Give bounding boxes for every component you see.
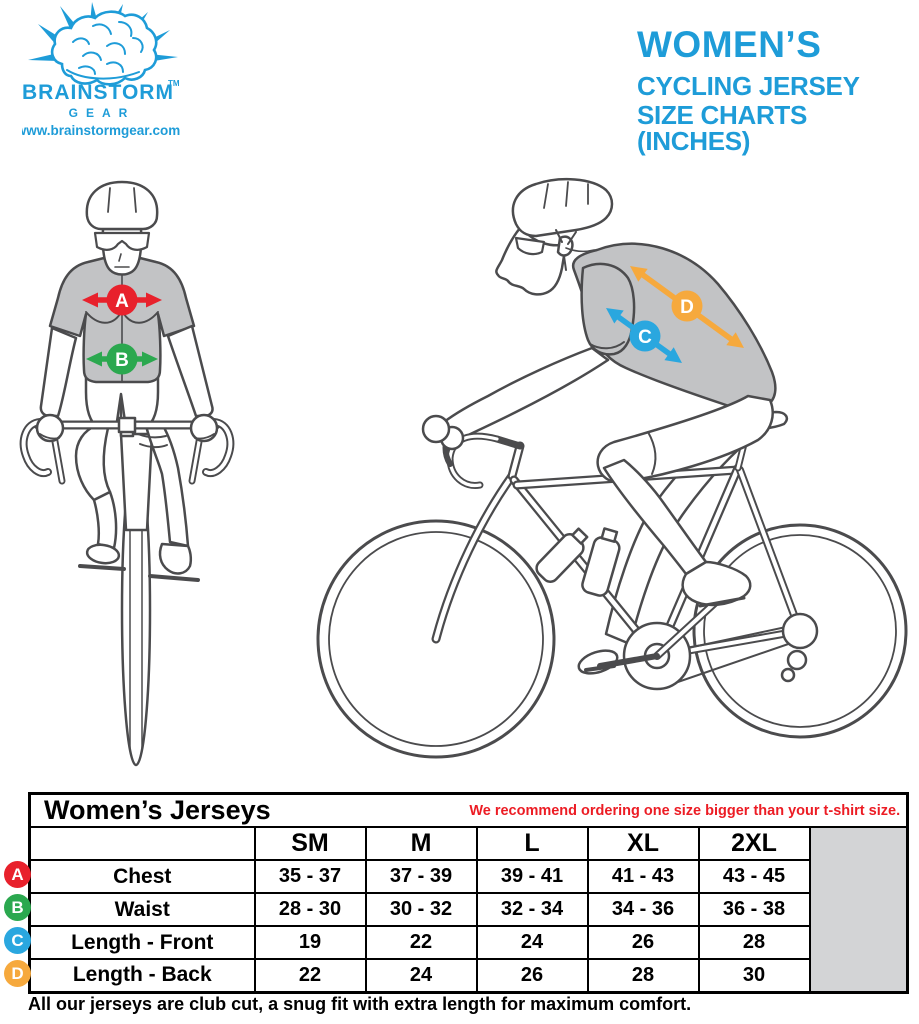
length-back-xl: 28 xyxy=(586,958,700,993)
waist-m: 30 - 32 xyxy=(364,892,478,927)
row-label-length-back: Length - Back xyxy=(28,958,256,993)
fit-note: All our jerseys are club cut, a snug fit… xyxy=(28,994,692,1014)
table-badge-d: D xyxy=(4,960,31,987)
chest-l: 39 - 41 xyxy=(475,859,589,894)
table-title-cell: Women’s Jerseys We recommend ordering on… xyxy=(28,792,909,828)
chest-2xl: 43 - 45 xyxy=(697,859,811,894)
length-front-2xl: 28 xyxy=(697,925,811,960)
table-gray-filler-cell xyxy=(808,826,909,993)
brand-trademark: TM xyxy=(168,79,180,88)
chest-m: 37 - 39 xyxy=(364,859,478,894)
length-front-xl: 26 xyxy=(586,925,700,960)
measure-a-badge: A xyxy=(106,284,138,316)
length-front-m: 22 xyxy=(364,925,478,960)
page-title: WOMEN’S xyxy=(637,24,822,65)
front-cyclist-figure xyxy=(19,180,235,767)
measure-b-letter: B xyxy=(115,350,129,371)
length-back-l: 26 xyxy=(475,958,589,993)
row-label-length-front: Length - Front xyxy=(28,925,256,960)
waist-l: 32 - 34 xyxy=(475,892,589,927)
size-chart-corner-cell xyxy=(28,826,256,861)
waist-sm: 28 - 30 xyxy=(253,892,367,927)
chest-xl: 41 - 43 xyxy=(586,859,700,894)
page-subtitle-1: CYCLING JERSEY xyxy=(637,71,860,101)
size-chart-table: Women’s Jerseys We recommend ordering on… xyxy=(28,792,910,994)
length-front-l: 24 xyxy=(475,925,589,960)
measure-a-letter: A xyxy=(115,291,129,312)
sizing-note: We recommend ordering one size bigger th… xyxy=(469,802,901,819)
size-col-header-2xl: 2XL xyxy=(697,826,811,861)
brand-name: BRAINSTORM xyxy=(22,81,174,104)
length-back-sm: 22 xyxy=(253,958,367,993)
length-back-2xl: 30 xyxy=(697,958,811,993)
measure-c-badge: C xyxy=(629,320,661,352)
size-col-header-sm: SM xyxy=(253,826,367,861)
table-row-length-back: Length - Back 22 24 26 28 30 xyxy=(28,958,908,993)
table-badge-c: C xyxy=(4,927,31,954)
size-col-header-xl: XL xyxy=(586,826,700,861)
brand-website: www.brainstormgear.com xyxy=(22,123,180,138)
table-badge-b: B xyxy=(4,894,31,921)
cyclist-measurement-diagram: A B D xyxy=(19,178,908,767)
measure-d-badge: D xyxy=(671,290,703,322)
brainstorm-gear-logo: BRAINSTORM TM GEAR www.brainstormgear.co… xyxy=(22,2,180,138)
row-label-waist: Waist xyxy=(28,892,256,927)
table-badge-a-letter: A xyxy=(11,864,24,884)
side-cyclist-figure xyxy=(316,178,908,759)
length-front-sm: 19 xyxy=(253,925,367,960)
size-col-header-m: M xyxy=(364,826,478,861)
table-badge-b-letter: B xyxy=(11,897,24,917)
table-badge-c-letter: C xyxy=(11,930,24,950)
size-col-header-l: L xyxy=(475,826,589,861)
chest-sm: 35 - 37 xyxy=(253,859,367,894)
table-badge-d-letter: D xyxy=(11,963,24,983)
measure-c-letter: C xyxy=(638,327,652,348)
row-label-chest: Chest xyxy=(28,859,256,894)
table-row-chest: Chest 35 - 37 37 - 39 39 - 41 41 - 43 43… xyxy=(28,859,908,894)
measure-d-letter: D xyxy=(680,297,694,318)
length-back-m: 24 xyxy=(364,958,478,993)
table-row-waist: Waist 28 - 30 30 - 32 32 - 34 34 - 36 36… xyxy=(28,892,908,927)
measure-b-badge: B xyxy=(106,343,138,375)
waist-xl: 34 - 36 xyxy=(586,892,700,927)
page-subtitle-2: SIZE CHARTS (INCHES) xyxy=(637,100,808,156)
brain-icon xyxy=(50,10,158,86)
table-title: Women’s Jerseys xyxy=(44,795,271,825)
table-badge-a: A xyxy=(4,861,31,888)
page-title-block: WOMEN’S CYCLING JERSEY SIZE CHARTS (INCH… xyxy=(637,26,919,154)
brand-subname: GEAR xyxy=(69,106,136,120)
waist-2xl: 36 - 38 xyxy=(697,892,811,927)
table-row-length-front: Length - Front 19 22 24 26 28 xyxy=(28,925,908,960)
